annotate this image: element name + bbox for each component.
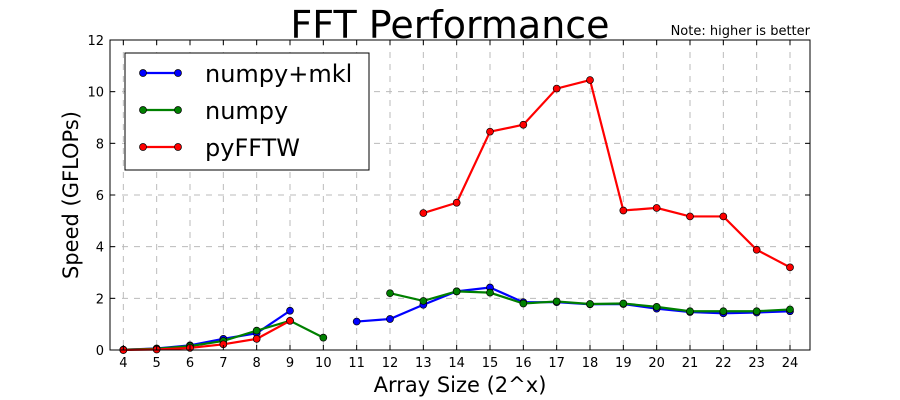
y-tick-label: 0	[96, 344, 104, 359]
x-tick-label: 4	[119, 356, 127, 371]
x-tick-label: 16	[515, 356, 532, 371]
legend-marker	[174, 69, 182, 77]
legend: numpy+mkl numpy pyFFTW	[124, 52, 370, 171]
x-tick-label: 17	[548, 356, 565, 371]
legend-label: pyFFTW	[205, 134, 300, 162]
data-point	[719, 212, 728, 221]
x-tick-label: 9	[286, 356, 294, 371]
data-point	[552, 297, 561, 306]
x-tick-label: 19	[615, 356, 632, 371]
legend-marker	[139, 69, 147, 77]
data-point	[786, 263, 794, 272]
data-point	[386, 315, 394, 323]
series-line	[123, 319, 291, 352]
legend-label: numpy	[205, 97, 288, 125]
data-point	[719, 307, 728, 316]
data-point	[452, 198, 461, 207]
data-point	[619, 299, 628, 308]
x-axis-title: Array Size (2^x)	[374, 373, 547, 397]
x-tick-label: 23	[748, 356, 765, 371]
x-tick-label: 7	[219, 356, 227, 371]
data-point	[652, 303, 661, 311]
x-tick-label: 21	[682, 356, 699, 371]
data-point	[686, 307, 694, 316]
data-point	[252, 335, 261, 343]
x-tick-label: 6	[186, 356, 194, 371]
data-point	[519, 120, 528, 129]
x-tick-label: 15	[482, 356, 499, 371]
data-point	[552, 84, 561, 93]
x-tick-label: 18	[582, 356, 599, 371]
data-point	[486, 288, 494, 297]
axes: 4 5 6 7 8 9 10 11 12 13 14 15 16 17 18 19 20 21 22 23 240246…	[87, 34, 810, 371]
data-point	[252, 326, 261, 335]
data-point	[752, 307, 761, 316]
y-tick-label: 8	[96, 137, 104, 152]
data-point	[319, 333, 328, 342]
x-tick-label: 12	[382, 356, 399, 371]
data-point	[352, 317, 361, 326]
x-tick-label: 5	[153, 356, 161, 371]
data-point	[419, 209, 428, 217]
data-point	[686, 212, 694, 221]
series-line	[423, 78, 791, 269]
legend-marker	[139, 106, 147, 114]
x-tick-label: 8	[253, 356, 261, 371]
data-point	[752, 245, 761, 254]
data-point	[386, 289, 394, 298]
data-point	[786, 305, 794, 314]
data-point	[586, 300, 594, 308]
y-tick-label: 6	[96, 189, 104, 204]
data-point	[652, 204, 661, 212]
data-point	[586, 76, 594, 84]
y-tick-label: 10	[87, 86, 104, 101]
x-tick-label: 24	[782, 356, 799, 371]
legend-marker	[174, 143, 182, 151]
x-tick-label: 13	[415, 356, 432, 371]
data-point	[452, 287, 461, 296]
legend-marker	[174, 106, 182, 114]
y-tick-label: 2	[96, 292, 104, 307]
y-tick-label: 4	[96, 241, 104, 256]
y-tick-label: 12	[87, 34, 104, 49]
x-tick-label: 11	[348, 356, 365, 371]
data-point	[286, 306, 294, 315]
x-tick-label: 10	[315, 356, 332, 371]
data-point	[486, 127, 494, 136]
data-point	[519, 299, 528, 308]
x-tick-label: 22	[715, 356, 732, 371]
chart-note: Note: higher is better	[671, 24, 811, 39]
data-point	[419, 297, 428, 305]
data-point	[286, 316, 294, 325]
legend-marker	[139, 143, 147, 151]
data-point	[619, 206, 628, 215]
x-tick-label: 14	[448, 356, 465, 371]
y-axis-title: Speed (GFLOPs)	[59, 111, 83, 279]
legend-label: numpy+mkl	[205, 60, 352, 88]
x-tick-label: 20	[648, 356, 665, 371]
